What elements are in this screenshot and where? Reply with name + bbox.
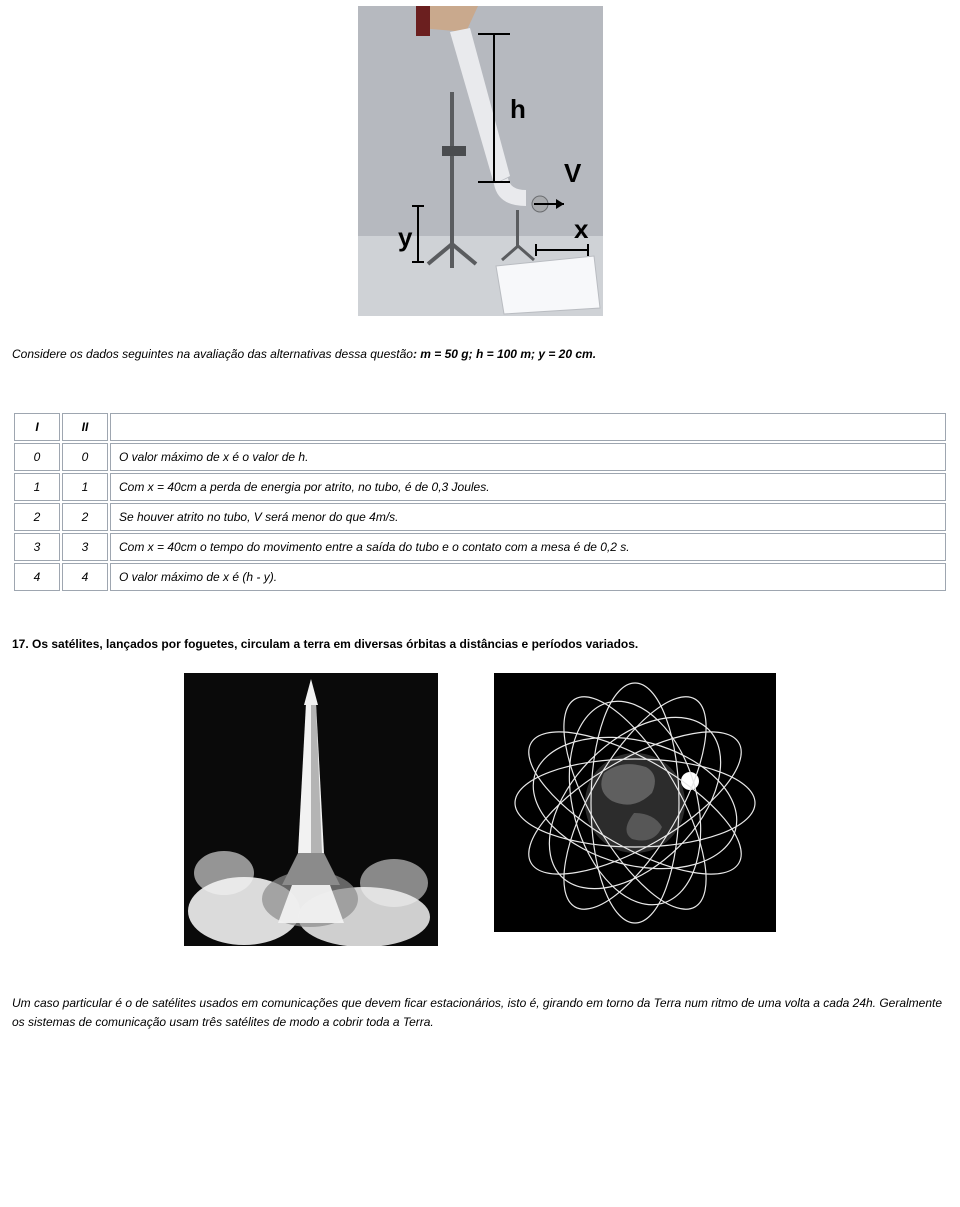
svg-text:y: y <box>398 222 413 252</box>
intro-data: : m = 50 g; h = 100 m; y = 20 cm. <box>413 347 596 361</box>
cell-I: 3 <box>14 533 60 561</box>
intro-prefix: Considere os dados seguintes na avaliaçã… <box>12 347 413 361</box>
answer-table: I II 0 0 O valor máximo de x é o valor d… <box>12 411 948 593</box>
cell-II: 0 <box>62 443 108 471</box>
q17-number: 17. <box>12 637 32 651</box>
cell-text: Com x = 40cm a perda de energia por atri… <box>110 473 946 501</box>
question-17: 17. Os satélites, lançados por foguetes,… <box>12 637 948 651</box>
th-text <box>110 413 946 441</box>
orbits-image <box>494 673 776 932</box>
intro-paragraph: Considere os dados seguintes na avaliaçã… <box>12 345 948 363</box>
cell-II: 2 <box>62 503 108 531</box>
cell-text: Com x = 40cm o tempo do movimento entre … <box>110 533 946 561</box>
svg-text:x: x <box>574 214 589 244</box>
cell-I: 0 <box>14 443 60 471</box>
cell-II: 1 <box>62 473 108 501</box>
th-I: I <box>14 413 60 441</box>
images-row <box>12 673 948 946</box>
cell-text: Se houver atrito no tubo, V será menor d… <box>110 503 946 531</box>
cell-II: 4 <box>62 563 108 591</box>
cell-I: 2 <box>14 503 60 531</box>
cell-I: 1 <box>14 473 60 501</box>
rocket-image <box>184 673 438 946</box>
cell-I: 4 <box>14 563 60 591</box>
th-II: II <box>62 413 108 441</box>
cell-text: O valor máximo de x é o valor de h. <box>110 443 946 471</box>
svg-text:V: V <box>564 158 582 188</box>
q17-text: Os satélites, lançados por foguetes, cir… <box>32 637 638 651</box>
table-row: 1 1 Com x = 40cm a perda de energia por … <box>14 473 946 501</box>
table-row: 0 0 O valor máximo de x é o valor de h. <box>14 443 946 471</box>
table-row: 3 3 Com x = 40cm o tempo do movimento en… <box>14 533 946 561</box>
table-row: 4 4 O valor máximo de x é (h - y). <box>14 563 946 591</box>
top-figure: h V y x <box>12 6 948 319</box>
svg-text:h: h <box>510 94 526 124</box>
bottom-paragraph: Um caso particular é o de satélites usad… <box>12 994 948 1031</box>
table-row: 2 2 Se houver atrito no tubo, V será men… <box>14 503 946 531</box>
apparatus-svg: h V y x <box>358 6 603 316</box>
cell-text: O valor máximo de x é (h - y). <box>110 563 946 591</box>
cell-II: 3 <box>62 533 108 561</box>
